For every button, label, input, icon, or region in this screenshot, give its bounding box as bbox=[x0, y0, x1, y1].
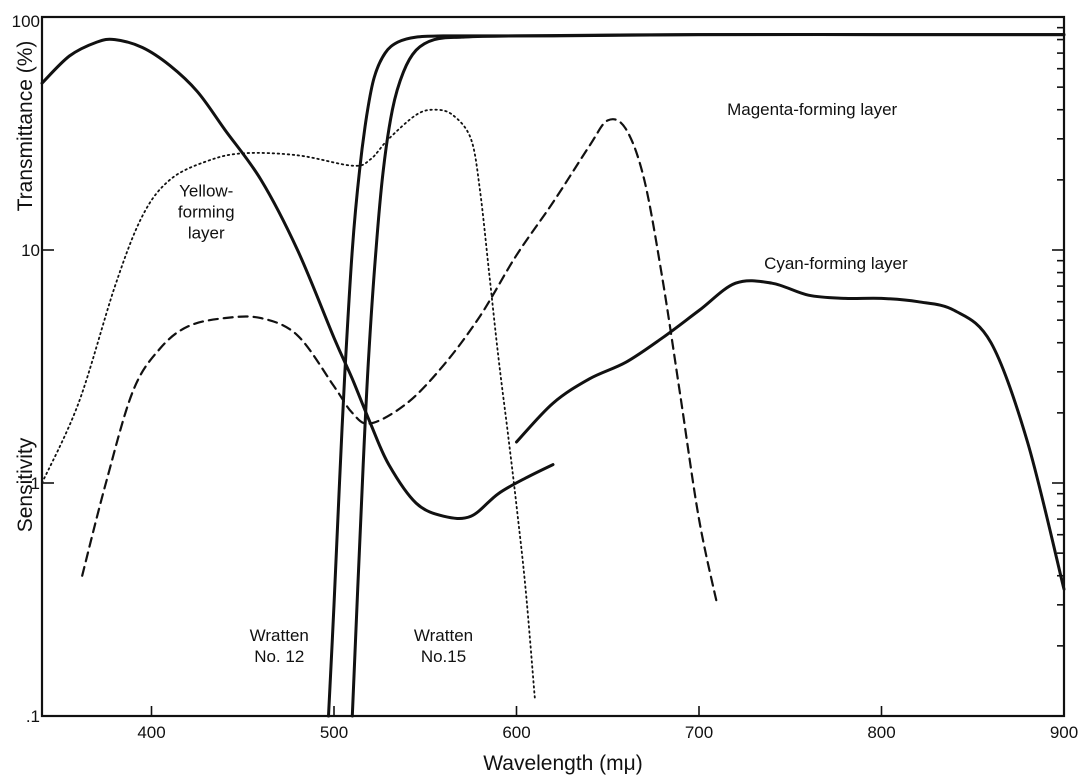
x-tick-label: 900 bbox=[1050, 723, 1078, 742]
y-axis-label-transmittance: Transmittance (%) bbox=[14, 41, 37, 212]
y-tick-label: 10 bbox=[21, 241, 40, 260]
series-line-wratten-no-12 bbox=[327, 33, 1066, 718]
x-tick-label: 600 bbox=[502, 723, 530, 742]
series-layer bbox=[40, 33, 1066, 718]
x-tick-label: 500 bbox=[320, 723, 348, 742]
y-minor-ticks bbox=[1057, 26, 1064, 647]
annotation-label: Magenta-forming layer bbox=[727, 100, 897, 119]
y-tick-label: .1 bbox=[26, 707, 40, 726]
annotation-label: Yellow-forming layer bbox=[178, 181, 235, 242]
y-axis-ticks: .1 1 10 100 bbox=[12, 12, 1064, 726]
annotation-layer: Yellow-forming layer Magenta-forming layer… bbox=[178, 100, 908, 666]
plot-border bbox=[40, 15, 1066, 718]
y-tick-label: 100 bbox=[12, 12, 40, 31]
series-line-yellow-forming-layer-transmittance bbox=[41, 108, 536, 699]
annotation-label: Wratten No.15 bbox=[414, 626, 473, 666]
x-axis-label: Wavelength (mμ) bbox=[483, 752, 643, 775]
y-axis-label-sensitivity: Sensitivity bbox=[14, 437, 37, 532]
y-tick-label: 1 bbox=[31, 474, 40, 493]
x-tick-label: 800 bbox=[867, 723, 895, 742]
annotation-label: Wratten No. 12 bbox=[250, 626, 309, 666]
x-tick-label: 700 bbox=[685, 723, 713, 742]
x-tick-label: 400 bbox=[137, 723, 165, 742]
annotation-label: Cyan-forming layer bbox=[764, 254, 908, 273]
series-line-wratten-no-15 bbox=[350, 33, 1066, 718]
series-line-cyan-forming-layer bbox=[515, 279, 1066, 591]
plot-frame bbox=[40, 15, 1066, 718]
series-line-yellow-forming-layer bbox=[40, 37, 555, 520]
x-axis-ticks: 400 500 600 700 800 900 bbox=[137, 706, 1078, 742]
series-line-magenta-forming-layer bbox=[81, 118, 719, 606]
